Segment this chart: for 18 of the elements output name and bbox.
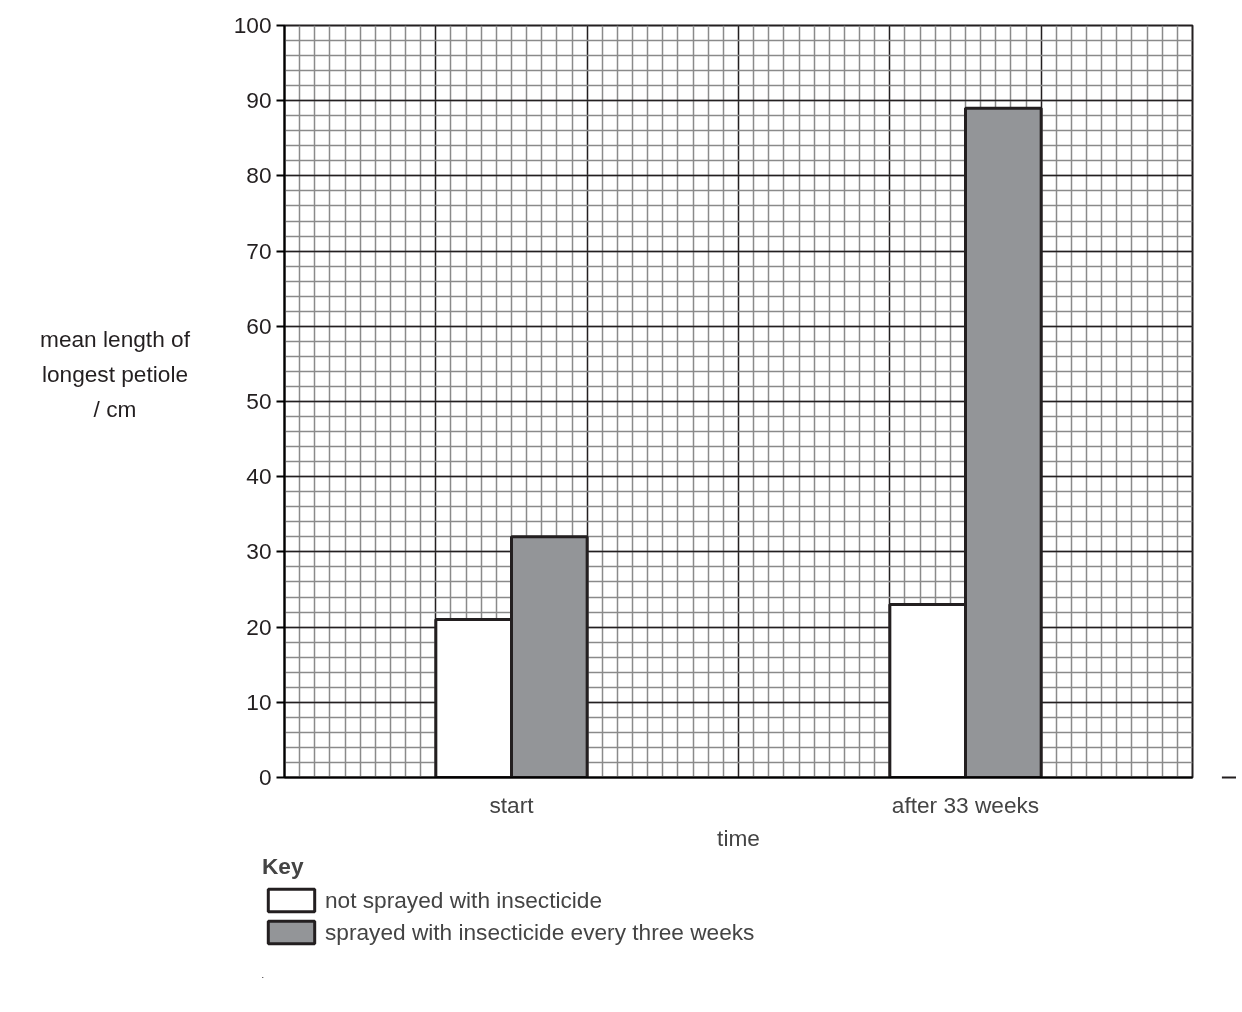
legend-label: sprayed with insecticide every three weeks	[325, 918, 755, 946]
y-tick-label: 0	[258, 764, 272, 790]
y-tick-label: 80	[246, 162, 272, 189]
y-tick-label: 60	[246, 312, 272, 339]
y-tick-label: 90	[246, 87, 272, 114]
legend-label: not sprayed with insecticide	[325, 886, 603, 914]
legend-title: Key	[262, 853, 305, 880]
y-tick-label: 10	[246, 688, 272, 715]
x-tick-label: after 33 weeks	[891, 791, 1040, 818]
y-tick-label: 70	[246, 237, 272, 264]
y-tick-label: 50	[246, 388, 272, 414]
x-axis-title: time	[717, 824, 760, 851]
y-tick-label: 100	[233, 12, 272, 38]
y-tick-label: 20	[246, 613, 272, 640]
y-axis-title: mean length of longest petiole / cm	[40, 325, 190, 425]
y-tick-label: 30	[246, 538, 272, 565]
y-tick-label: 40	[246, 463, 272, 490]
x-tick-label: start	[489, 791, 535, 818]
